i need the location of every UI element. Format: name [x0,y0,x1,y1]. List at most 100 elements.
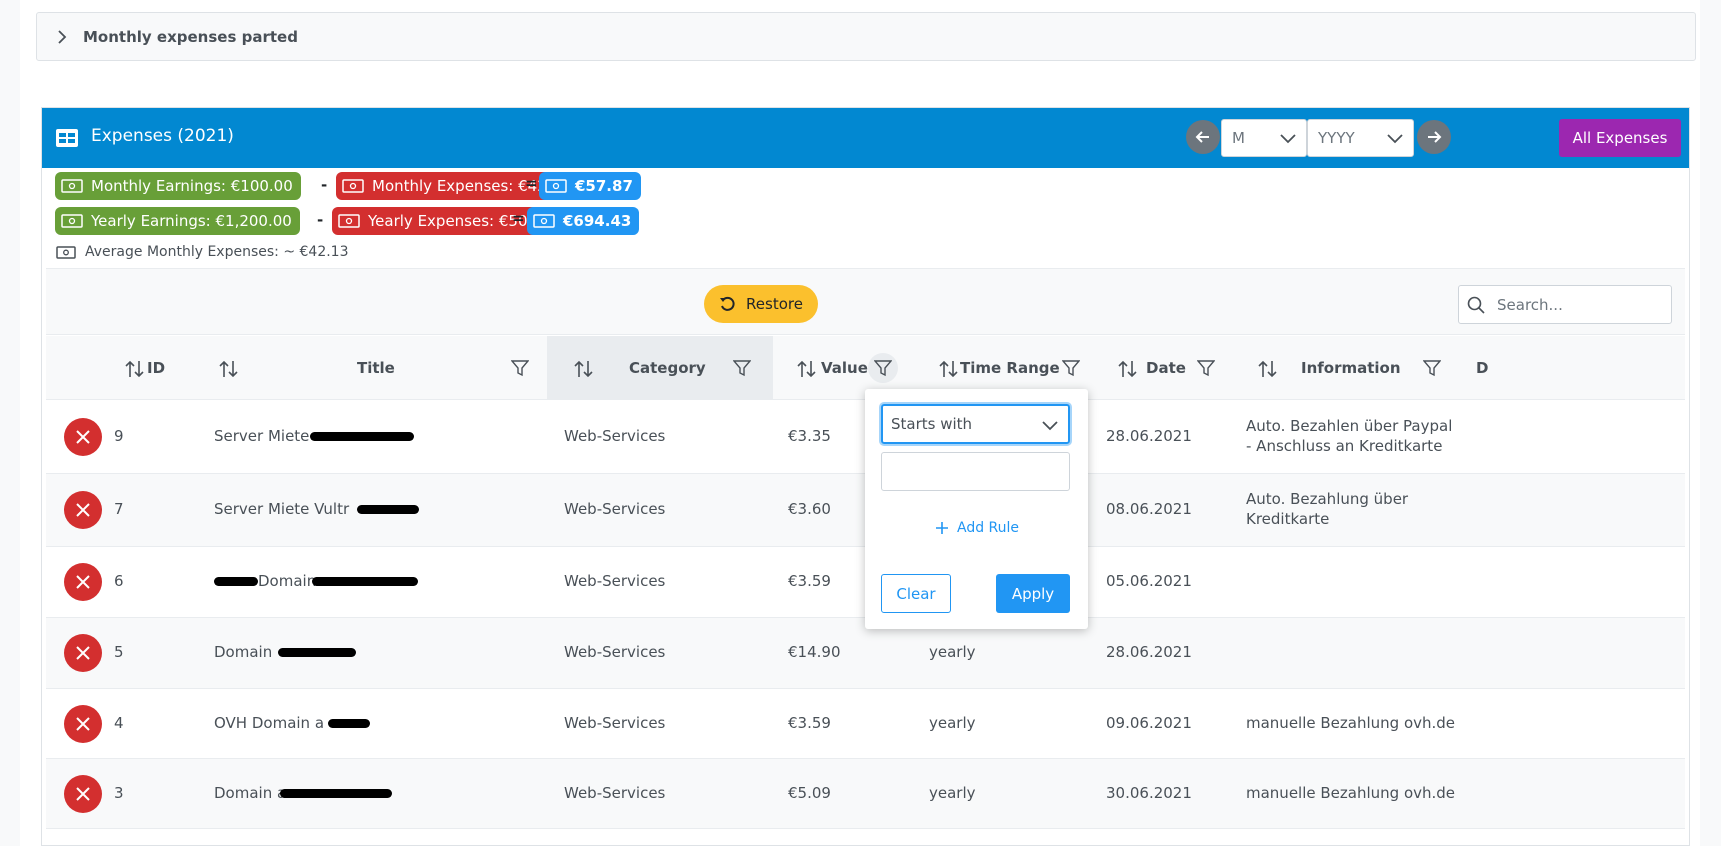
sort-alt-icon[interactable] [574,360,594,378]
cell-date: 05.06.2021 [1106,572,1192,590]
column-header-extra[interactable]: D [1476,359,1489,377]
cell-title: Server Miete [214,427,310,445]
cell-id: 6 [114,572,124,590]
sort-alt-icon[interactable] [125,360,145,378]
redaction [312,577,418,586]
yearly-earnings-badge: Yearly Earnings: €1,200.00 [55,207,300,235]
delete-button[interactable] [64,705,102,743]
money-bill-icon [342,179,364,193]
filter-value-input[interactable] [881,452,1070,491]
match-mode-dropdown[interactable]: Starts with [881,404,1070,444]
cell-title: OVH Domain a [214,714,325,732]
cell-date: 28.06.2021 [1106,427,1192,445]
column-header-information[interactable]: Information [1301,359,1401,377]
average-monthly-expenses: Average Monthly Expenses: ~ €42.13 [56,244,348,260]
cell-value: €3.35 [788,427,831,445]
times-icon [76,503,90,517]
column-header-value[interactable]: Value [821,359,868,377]
money-bill-icon [56,245,76,259]
sort-alt-icon[interactable] [1258,360,1278,378]
equals-sign: = [525,174,538,192]
redaction [357,505,419,514]
filter-icon[interactable] [874,359,892,377]
sort-alt-icon[interactable] [219,360,239,378]
times-icon [76,717,90,731]
cell-category: Web-Services [564,784,666,802]
table-row: 5 Domain Web-Services €14.90 yearly 28.0… [46,618,1685,689]
cell-value: €3.59 [788,572,831,590]
restore-button[interactable]: Restore [704,285,818,323]
times-icon [76,575,90,589]
apply-filter-button[interactable]: Apply [996,574,1070,613]
search-icon [1467,296,1485,314]
yearly-result-badge: €694.43 [527,207,640,235]
delete-button[interactable] [64,491,102,529]
yearly-earnings-text: Yearly Earnings: €1,200.00 [91,212,292,230]
column-header-time-range[interactable]: Time Range [960,359,1060,377]
monthly-expenses-text: Monthly Expenses: €42.13 [372,177,571,195]
plus-icon [936,522,948,534]
panel-title: Expenses (2021) [91,126,234,146]
cell-date: 28.06.2021 [1106,643,1192,661]
match-mode-value: Starts with [891,415,973,433]
clear-filter-button[interactable]: Clear [881,574,951,613]
cell-information-line2: Kreditkarte [1246,510,1330,528]
cell-category: Web-Services [564,500,666,518]
value-filter-overlay: Starts with Add Rule Clear Apply [865,389,1088,629]
month-select[interactable]: M [1221,119,1307,157]
filter-icon[interactable] [733,359,751,377]
cell-id: 4 [114,714,124,732]
delete-button[interactable] [64,775,102,813]
cell-information: manuelle Bezahlung ovh.de [1246,714,1456,732]
search-input[interactable] [1497,295,1662,314]
cell-information: manuelle Bezahlung ovh.de [1246,784,1456,802]
monthly-expenses-accordion[interactable]: Monthly expenses parted [36,12,1696,61]
undo-icon [720,296,735,311]
column-header-category[interactable]: Category [629,359,706,377]
filter-icon[interactable] [1423,359,1441,377]
times-icon [76,787,90,801]
year-select[interactable]: YYYY [1307,119,1414,157]
column-header-date[interactable]: Date [1146,359,1186,377]
yearly-result-text: €694.43 [563,212,632,230]
equals-sign: = [512,209,525,227]
cell-value: €14.90 [788,643,841,661]
add-rule-button[interactable]: Add Rule [935,520,1019,536]
sort-alt-icon[interactable] [939,360,959,378]
chevron-down-icon [1280,134,1296,144]
chevron-down-icon [1042,421,1058,431]
money-bill-icon [61,179,83,193]
prev-month-button[interactable] [1186,120,1220,154]
cell-date: 30.06.2021 [1106,784,1192,802]
filter-icon[interactable] [1197,359,1215,377]
cell-category: Web-Services [564,427,666,445]
table-icon [56,129,78,147]
cell-time-range: yearly [929,714,976,732]
minus-sign: - [317,211,324,229]
monthly-result-badge: €57.87 [539,172,641,200]
cell-category: Web-Services [564,643,666,661]
column-header-title[interactable]: Title [357,359,395,377]
cell-title: Server Miete Vultr [214,500,350,518]
cell-value: €3.60 [788,500,831,518]
chevron-down-icon [1387,134,1403,144]
column-header-id[interactable]: ID [147,359,166,377]
delete-button[interactable] [64,563,102,601]
filter-icon[interactable] [511,359,529,377]
filter-icon[interactable] [1062,359,1080,377]
sort-alt-icon[interactable] [1118,360,1138,378]
table-header: ID Title Category Value Time Range Date … [46,336,1685,400]
sort-alt-icon[interactable] [797,360,817,378]
all-expenses-button[interactable]: All Expenses [1559,119,1681,157]
redaction [328,719,370,728]
next-month-button[interactable] [1417,120,1451,154]
cell-time-range: yearly [929,643,976,661]
delete-button[interactable] [64,418,102,456]
delete-button[interactable] [64,634,102,672]
monthly-earnings-badge: Monthly Earnings: €100.00 [55,172,301,200]
cell-id: 7 [114,500,124,518]
monthly-earnings-text: Monthly Earnings: €100.00 [91,177,293,195]
times-icon [76,646,90,660]
panel-header: Expenses (2021) M YYYY All Expenses [42,108,1689,168]
cell-title: Domain [214,643,273,661]
